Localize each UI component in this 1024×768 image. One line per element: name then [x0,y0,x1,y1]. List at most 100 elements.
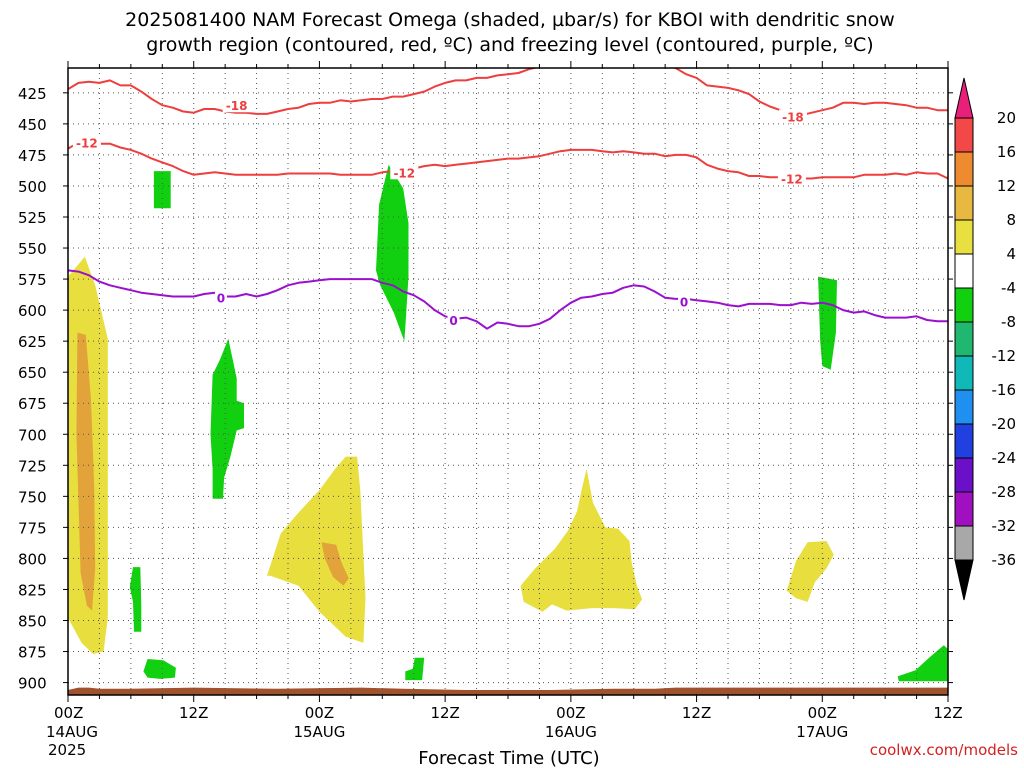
colorbar-label-13: -36 [992,551,1017,569]
omega-region-1 [76,332,96,611]
colorbar-segment-6 [954,287,974,323]
contour-label-bg-5 [214,290,227,305]
plot-content: -18 -12 -12 -18 -12 0 0 0 [68,68,948,695]
y-tick-label-725: 725 [18,457,47,475]
contour-label-5: 0 [217,292,225,306]
omega-region-6 [153,171,171,209]
colorbar-label-11: -28 [992,483,1017,501]
colorbar-label-4: 4 [1006,245,1016,263]
y-tick-label-550: 550 [18,240,47,258]
x-tick-label-60: 12Z [682,704,711,722]
contour-label-4: -12 [781,173,803,187]
contour-label-bg-2 [390,165,419,180]
colorbar-segment-4 [954,219,974,255]
x-tick-date-24: 15AUG [293,723,345,741]
colorbar-label-7: -12 [992,347,1017,365]
contour-label-bg-7 [678,294,690,309]
y-tick-label-500: 500 [18,178,47,196]
x-tick-label-24: 00Z [305,704,334,722]
colorbar-segment-7 [954,321,974,357]
contour-label-3: -18 [782,110,804,124]
credit-text: coolwx.com/models [870,741,1018,759]
colorbar-label-6: -8 [1001,313,1016,331]
x-tick-label-48: 00Z [556,704,585,722]
omega-region-3 [321,542,349,586]
colorbar: 20 16 12 8 4 -4 -8 -12 -16 -20 -24 -28 -32 -36 [954,77,1017,601]
y-tick-label-775: 775 [18,519,47,537]
contour-label-1: -12 [76,136,98,150]
omega-region-4 [520,469,643,612]
y-tick-label-900: 900 [18,675,47,693]
y-tick-label-450: 450 [18,116,47,134]
plot-frame [67,67,949,696]
x-tick-date-72: 17AUG [796,723,848,741]
contour-line-0 [68,68,948,117]
colorbar-label-12: -32 [992,517,1017,535]
plot-area: -18 -12 -12 -18 -12 0 0 0 425 450 475 500 525 550 575 6… [18,61,963,759]
colorbar-label-2: 12 [997,177,1016,195]
colorbar-label-9: -20 [992,415,1017,433]
y-tick-label-675: 675 [18,395,47,413]
contour-label-bg-0 [222,98,251,113]
contour-label-2: -12 [393,166,415,180]
y-tick-label-650: 650 [18,364,47,382]
colorbar-segment-13 [954,525,974,561]
omega-region-8 [210,338,244,499]
x-tick-date-0: 14AUG [46,723,98,741]
colorbar-top-arrow [954,77,974,119]
contour-label-bg-4 [777,171,806,186]
colorbar-label-5: -4 [1001,279,1016,297]
contour-label-bg-3 [778,109,807,124]
colorbar-segment-12 [954,491,974,527]
y-tick-label-700: 700 [18,426,47,444]
x-tick-label-72: 00Z [808,704,837,722]
y-tick-label-825: 825 [18,581,47,599]
chart-title-line2: growth region (contoured, red, ºC) and f… [146,34,873,56]
colorbar-segment-2 [954,151,974,187]
contour-label-bg-1 [72,135,101,150]
omega-region-2 [267,456,366,643]
y-tick-label-600: 600 [18,302,47,320]
colorbar-segment-10 [954,423,974,459]
contour-label-7: 0 [680,295,688,309]
colorbar-bottom-arrow [954,559,974,601]
contour-label-0: -18 [226,99,248,113]
y-tick-label-625: 625 [18,333,47,351]
colorbar-label-10: -24 [992,449,1017,467]
colorbar-label-0: 20 [997,109,1016,127]
y-tick-label-750: 750 [18,488,47,506]
y-tick-label-475: 475 [18,147,47,165]
x-tick-label-84: 12Z [933,704,962,722]
colorbar-segment-9 [954,389,974,425]
colorbar-label-1: 16 [997,143,1016,161]
y-tick-label-575: 575 [18,271,47,289]
contour-label-bg-6 [447,313,460,328]
colorbar-segment-8 [954,355,974,391]
chart-title-line1: 2025081400 NAM Forecast Omega (shaded, µ… [125,9,895,31]
colorbar-segment-1 [954,117,974,153]
omega-region-9 [129,567,142,632]
omega-region-10 [143,659,176,679]
y-tick-label-525: 525 [18,209,47,227]
colorbar-segment-5 [954,253,974,289]
x-axis-label: Forecast Time (UTC) [418,748,599,768]
x-tick-label-12: 12Z [179,704,208,722]
contour-line-2 [68,269,948,330]
y-tick-label-850: 850 [18,613,47,631]
contour-label-6: 0 [449,314,457,328]
y-tick-label-800: 800 [18,550,47,568]
colorbar-segment-11 [954,457,974,493]
omega-region-5 [786,541,834,602]
omega-region-7 [376,164,409,342]
colorbar-label-3: 8 [1006,211,1016,229]
y-tick-label-875: 875 [18,644,47,662]
omega-region-11 [405,657,425,681]
x-tick-date-48: 16AUG [545,723,597,741]
x-tick-label-0: 00Z [54,704,83,722]
colorbar-label-8: -16 [992,381,1017,399]
x-tick-year-0: 2025 [48,741,86,759]
omega-region-13 [897,645,948,682]
omega-region-12 [818,276,837,370]
y-tick-label-425: 425 [18,85,47,103]
